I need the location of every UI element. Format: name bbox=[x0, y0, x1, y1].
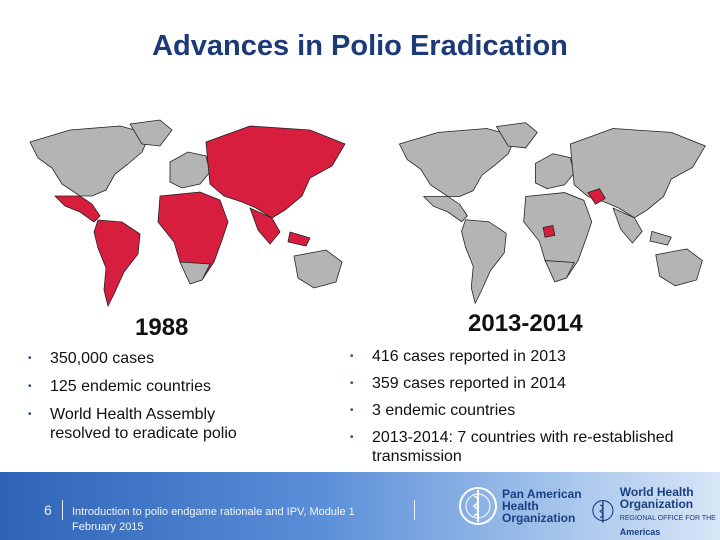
paho-logo-text: Pan American Health Organization bbox=[502, 488, 582, 524]
world-map-1988 bbox=[10, 112, 355, 312]
europe bbox=[534, 153, 575, 190]
bullet-dot: • bbox=[350, 432, 354, 443]
bullet-item: • 3 endemic countries bbox=[350, 401, 715, 420]
footer-bar bbox=[0, 472, 720, 540]
africa bbox=[157, 191, 229, 283]
central-america bbox=[422, 196, 468, 223]
bullet-text: World Health Assembly resolved to eradic… bbox=[50, 406, 237, 442]
bullet-item: • 125 endemic countries bbox=[28, 377, 308, 396]
bullet-dot: • bbox=[28, 381, 32, 392]
southern-africa bbox=[179, 261, 211, 285]
bullets-2013-2014: • 416 cases reported in 2013 • 359 cases r… bbox=[350, 347, 715, 466]
footer-separator bbox=[414, 500, 415, 520]
bullet-item: • World Health Assembly resolved to eradi… bbox=[28, 405, 270, 443]
footer-module-text: Introduction to polio endgame rationale … bbox=[72, 506, 355, 518]
central-america bbox=[54, 195, 101, 223]
year-label-2013-2014: 2013-2014 bbox=[468, 310, 583, 337]
bullet-text: 3 endemic countries bbox=[372, 402, 516, 419]
bullets-1988: • 350,000 cases • 125 endemic countries • W… bbox=[28, 349, 308, 443]
asia bbox=[205, 125, 346, 219]
who-line3: Americas bbox=[619, 527, 661, 537]
bullet-item: • 2013-2014: 7 countries with re-establis… bbox=[350, 428, 715, 466]
bullet-text: 125 endemic countries bbox=[50, 378, 211, 395]
bullet-item: • 350,000 cases bbox=[28, 349, 308, 368]
who-logo-text: World Health Organization REGIONAL OFFIC… bbox=[620, 486, 720, 538]
se-asia-islands bbox=[649, 230, 672, 246]
who-line2: Organization bbox=[619, 497, 694, 511]
bullet-item: • 359 cases reported in 2014 bbox=[350, 374, 715, 393]
bullet-dot: • bbox=[350, 378, 354, 389]
se-asia-islands bbox=[287, 231, 311, 247]
paho-logo: Pan American Health Organization bbox=[458, 486, 582, 526]
slide-title: Advances in Polio Eradication bbox=[152, 30, 568, 62]
bullet-text: 2013-2014: 7 countries with re-establish… bbox=[372, 429, 674, 465]
bullet-text: 416 cases reported in 2013 bbox=[372, 348, 566, 365]
south-america bbox=[93, 219, 141, 308]
bullet-dot: • bbox=[350, 351, 354, 362]
year-label-1988: 1988 bbox=[135, 314, 189, 341]
north-america bbox=[398, 128, 517, 197]
who-small: REGIONAL OFFICE FOR THE bbox=[619, 515, 716, 522]
paho-emblem-icon bbox=[459, 487, 497, 525]
paho-line2: Health bbox=[502, 499, 539, 513]
south-america bbox=[461, 219, 507, 305]
europe bbox=[169, 151, 211, 189]
south-asia bbox=[249, 207, 281, 245]
southern-africa bbox=[544, 260, 575, 283]
who-logo: World Health Organization REGIONAL OFFIC… bbox=[590, 486, 720, 538]
bullet-text: 359 cases reported in 2014 bbox=[372, 375, 566, 392]
asia bbox=[569, 128, 706, 219]
page-number: 6 bbox=[44, 502, 52, 518]
north-america bbox=[29, 125, 151, 197]
bullet-item: • 416 cases reported in 2013 bbox=[350, 347, 715, 366]
bullet-text: 350,000 cases bbox=[50, 350, 155, 367]
south-asia bbox=[612, 207, 643, 244]
bullet-dot: • bbox=[28, 353, 32, 364]
world-map-2013-2014 bbox=[380, 112, 715, 312]
paho-line1: Pan American bbox=[502, 487, 582, 501]
footer-date-text: February 2015 bbox=[72, 521, 144, 533]
footer-separator bbox=[62, 500, 63, 520]
greenland bbox=[495, 122, 538, 149]
afghanistan-pakistan bbox=[587, 188, 606, 205]
who-emblem-icon bbox=[592, 500, 614, 523]
who-line1: World Health bbox=[619, 485, 694, 499]
footer-text: Introduction to polio endgame rationale … bbox=[72, 505, 412, 535]
africa bbox=[523, 192, 593, 281]
bullet-dot: • bbox=[28, 409, 32, 420]
nigeria bbox=[542, 225, 556, 238]
paho-line3: Organization bbox=[502, 511, 576, 525]
greenland bbox=[129, 119, 173, 147]
australia bbox=[293, 249, 343, 289]
bullet-dot: • bbox=[350, 405, 354, 416]
australia bbox=[655, 248, 703, 287]
